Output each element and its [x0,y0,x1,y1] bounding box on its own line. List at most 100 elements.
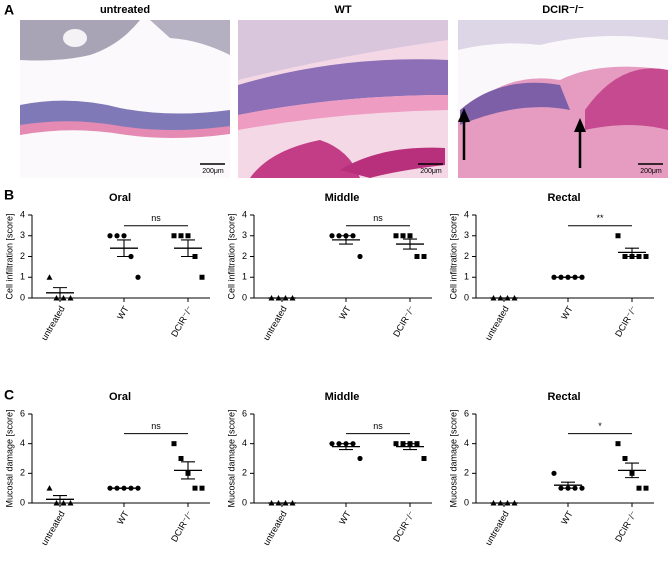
data-point [46,485,53,491]
x-tick-label: DCIR⁻/⁻ [391,304,417,339]
data-point [67,295,74,301]
scale-label: 200μm [202,168,224,175]
y-tick-label: 4 [464,209,469,219]
significance-label: ns [151,421,161,431]
data-point [421,254,427,259]
panel-label: C [4,387,14,403]
x-tick-label: untreated [261,509,289,547]
data-point [121,233,127,239]
y-tick-label: 6 [242,408,247,418]
data-point [615,233,621,239]
data-point [199,274,205,280]
chart-title: Rectal [547,192,580,204]
panel-label: A [4,2,14,18]
x-tick-label: WT [115,509,131,527]
y-tick-label: 6 [20,408,25,418]
chart-title: Oral [109,192,131,204]
significance-label: ns [373,421,383,431]
data-point [107,233,113,239]
y-tick-label: 2 [242,468,247,478]
y-tick-label: 4 [20,438,25,448]
scale-label: 200μm [640,168,662,175]
y-axis-label: Cell infiltration [score] [448,213,458,299]
error-bar [625,462,639,479]
chart-title: Rectal [547,391,580,403]
x-tick-label: untreated [39,304,67,342]
y-tick-label: 6 [464,408,469,418]
error-bar [625,247,639,258]
histology-image [20,20,230,178]
y-tick-label: 2 [242,251,247,261]
x-tick-label: DCIR⁻/⁻ [169,509,195,544]
y-tick-label: 3 [242,230,247,240]
error-bar [53,495,67,504]
y-axis-label: Cell infiltration [score] [226,213,236,299]
data-point [357,253,363,260]
x-tick-label: untreated [261,304,289,342]
data-point [579,485,585,491]
data-point [400,233,406,239]
data-point [329,233,335,239]
error-bar [117,239,131,258]
data-point [199,485,205,491]
chart-title: Middle [325,192,360,204]
y-axis-label: Mucosal damage [score] [448,409,458,507]
data-point [135,274,141,280]
data-point [421,456,427,461]
y-tick-label: 1 [242,272,247,282]
x-tick-label: DCIR⁻/⁻ [613,509,639,544]
y-tick-label: 0 [20,497,25,507]
data-point [178,233,184,239]
data-point [643,254,649,259]
chart-title: Oral [109,391,131,403]
y-tick-label: 4 [242,438,247,448]
data-point [393,233,399,239]
image-title: DCIR⁻/⁻ [542,4,584,16]
data-point [185,233,191,239]
error-bar [403,238,417,250]
data-point [114,233,120,239]
significance-label: ns [373,213,383,223]
y-tick-label: 1 [20,272,25,282]
data-point [643,485,649,491]
significance-label: * [598,421,602,431]
data-point [393,441,399,447]
error-bar [181,461,195,480]
x-tick-label: DCIR⁻/⁻ [169,304,195,339]
y-tick-label: 0 [242,497,247,507]
data-point [622,456,628,461]
data-point [357,455,363,462]
scale-label: 200μm [420,168,442,175]
y-tick-label: 4 [242,209,247,219]
x-tick-label: WT [559,509,575,527]
data-point [407,233,413,239]
y-tick-label: 0 [242,292,247,302]
x-tick-label: DCIR⁻/⁻ [391,509,417,544]
data-point [192,485,198,491]
significance-label: ** [596,213,604,223]
y-tick-label: 0 [20,292,25,302]
y-tick-label: 2 [464,251,469,261]
data-point [329,441,335,447]
chart-title: Middle [325,391,360,403]
data-point [551,470,557,476]
data-point [171,441,177,447]
image-title: WT [334,4,351,16]
y-tick-label: 0 [464,292,469,302]
data-point [178,456,184,461]
error-bar [403,443,417,451]
x-tick-label: WT [559,304,575,322]
significance-label: ns [151,213,161,223]
y-tick-label: 3 [464,230,469,240]
y-tick-label: 4 [20,209,25,219]
panel-label: B [4,187,14,203]
y-tick-label: 4 [464,438,469,448]
data-point [171,233,177,239]
error-bar [561,481,575,489]
data-point [67,500,74,506]
error-bar [53,287,67,299]
data-point [46,274,53,280]
data-point [636,485,642,491]
y-axis-label: Mucosal damage [score] [226,409,236,507]
